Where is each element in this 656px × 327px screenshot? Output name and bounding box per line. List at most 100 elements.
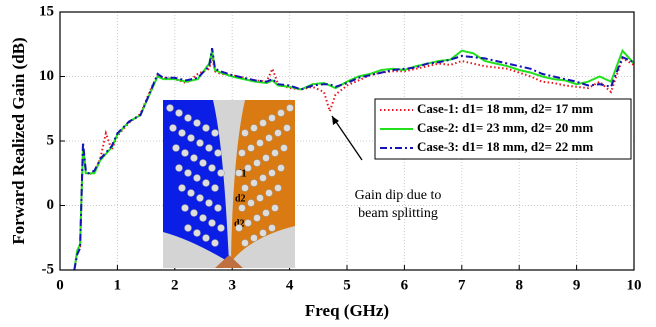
inset-dot (197, 140, 204, 147)
inset-dot (242, 185, 249, 192)
inset-dot (236, 170, 243, 177)
inset-dot (182, 205, 189, 212)
inset-dot (206, 145, 213, 152)
x-tick-label: 7 (458, 277, 466, 293)
inset-dot (254, 160, 261, 167)
inset-dot (260, 120, 267, 127)
x-tick-label: 10 (627, 277, 642, 293)
inset-dot (191, 155, 198, 162)
x-tick-label: 4 (286, 277, 294, 293)
inset-dot (245, 220, 252, 227)
inset-dot (248, 145, 255, 152)
inset-dot (278, 165, 285, 172)
y-tick-label: 0 (47, 197, 55, 213)
page: {"chart_data": {"type": "line", "xlabel"… (0, 0, 656, 327)
inset-dot (185, 115, 192, 122)
inset-dot (275, 130, 282, 137)
inset-dot (242, 130, 249, 137)
inset-dot (218, 225, 225, 232)
inset-dot (278, 110, 285, 117)
y-tick-label: 10 (39, 68, 54, 84)
y-tick-label: 15 (39, 3, 54, 19)
inset-dot (200, 160, 207, 167)
inset-dot (179, 185, 186, 192)
annotation: beam splitting (358, 206, 438, 221)
inset-dot (251, 235, 258, 242)
inset-dot (284, 125, 291, 132)
x-tick-label: 1 (114, 277, 122, 293)
chart: Freq (GHz) Forward Realized Gain (dB) Ga… (0, 0, 656, 327)
inset-dot (260, 230, 267, 237)
inset-dot (179, 130, 186, 137)
legend: Case-1: d1= 18 mm, d2= 17 mm Case-2: d1= … (375, 99, 631, 159)
inset-dot (269, 225, 276, 232)
inset-dot (272, 205, 279, 212)
inset-dot (251, 125, 258, 132)
inset-dot (209, 165, 216, 172)
inset-dot (245, 165, 252, 172)
inset-dot (215, 150, 222, 157)
inset-label: d2 (235, 193, 246, 204)
y-tick-label: -5 (42, 261, 55, 277)
y-axis-label: Forward Realized Gain (dB) (9, 37, 28, 244)
inset-dot (248, 200, 255, 207)
inset-dot (257, 195, 264, 202)
legend-label: Case-3: d1= 18 mm, d2= 22 mm (417, 139, 593, 154)
inset-dot (212, 130, 219, 137)
inset-dot (239, 205, 246, 212)
inset-dot (239, 150, 246, 157)
inset-dot (194, 230, 201, 237)
inset-dot (194, 120, 201, 127)
inset-dot (254, 215, 261, 222)
inset-dot (203, 235, 210, 242)
inset-dot (212, 240, 219, 247)
inset-dot (236, 225, 243, 232)
x-axis-label: Freq (GHz) (305, 301, 389, 320)
inset-dot (170, 125, 177, 132)
inset-dot (206, 200, 213, 207)
inset-dot (197, 195, 204, 202)
inset-dot (269, 170, 276, 177)
inset-dot (185, 170, 192, 177)
y-tick-label: 5 (47, 132, 55, 148)
inset-dot (176, 165, 183, 172)
inset-dot (266, 190, 273, 197)
inset-dot (203, 180, 210, 187)
inset-dot (266, 135, 273, 142)
inset-dot (272, 150, 279, 157)
inset-dot (215, 205, 222, 212)
legend-label: Case-2: d1= 23 mm, d2= 20 mm (417, 120, 593, 135)
inset-dot (185, 225, 192, 232)
x-tick-label: 0 (56, 277, 64, 293)
inset-dot (200, 215, 207, 222)
inset-dot (263, 210, 270, 217)
inset-dot (242, 240, 249, 247)
x-tick-label: 9 (573, 277, 581, 293)
inset-dot (173, 145, 180, 152)
inset-dot (251, 180, 258, 187)
antenna-inset: d1 d2 d2 (163, 100, 295, 268)
x-tick-label: 8 (515, 277, 523, 293)
legend-label: Case-1: d1= 18 mm, d2= 17 mm (417, 101, 593, 116)
x-tick-label: 6 (401, 277, 409, 293)
inset-dot (191, 210, 198, 217)
x-tick-label: 3 (228, 277, 236, 293)
inset-dot (203, 125, 210, 132)
inset-dot (275, 185, 282, 192)
inset-dot (218, 170, 225, 177)
inset-dot (269, 115, 276, 122)
inset-dot (194, 175, 201, 182)
inset-dot (281, 145, 288, 152)
inset-dot (287, 105, 294, 112)
inset-dot (263, 155, 270, 162)
inset-dot (167, 105, 174, 112)
inset-dot (188, 190, 195, 197)
inset-dot (257, 140, 264, 147)
x-tick-label: 5 (343, 277, 351, 293)
inset-dot (209, 220, 216, 227)
inset-dot (188, 135, 195, 142)
annotation: Gain dip due to (355, 188, 442, 203)
x-tick-label: 2 (171, 277, 179, 293)
inset-dot (260, 175, 267, 182)
inset-dot (182, 150, 189, 157)
